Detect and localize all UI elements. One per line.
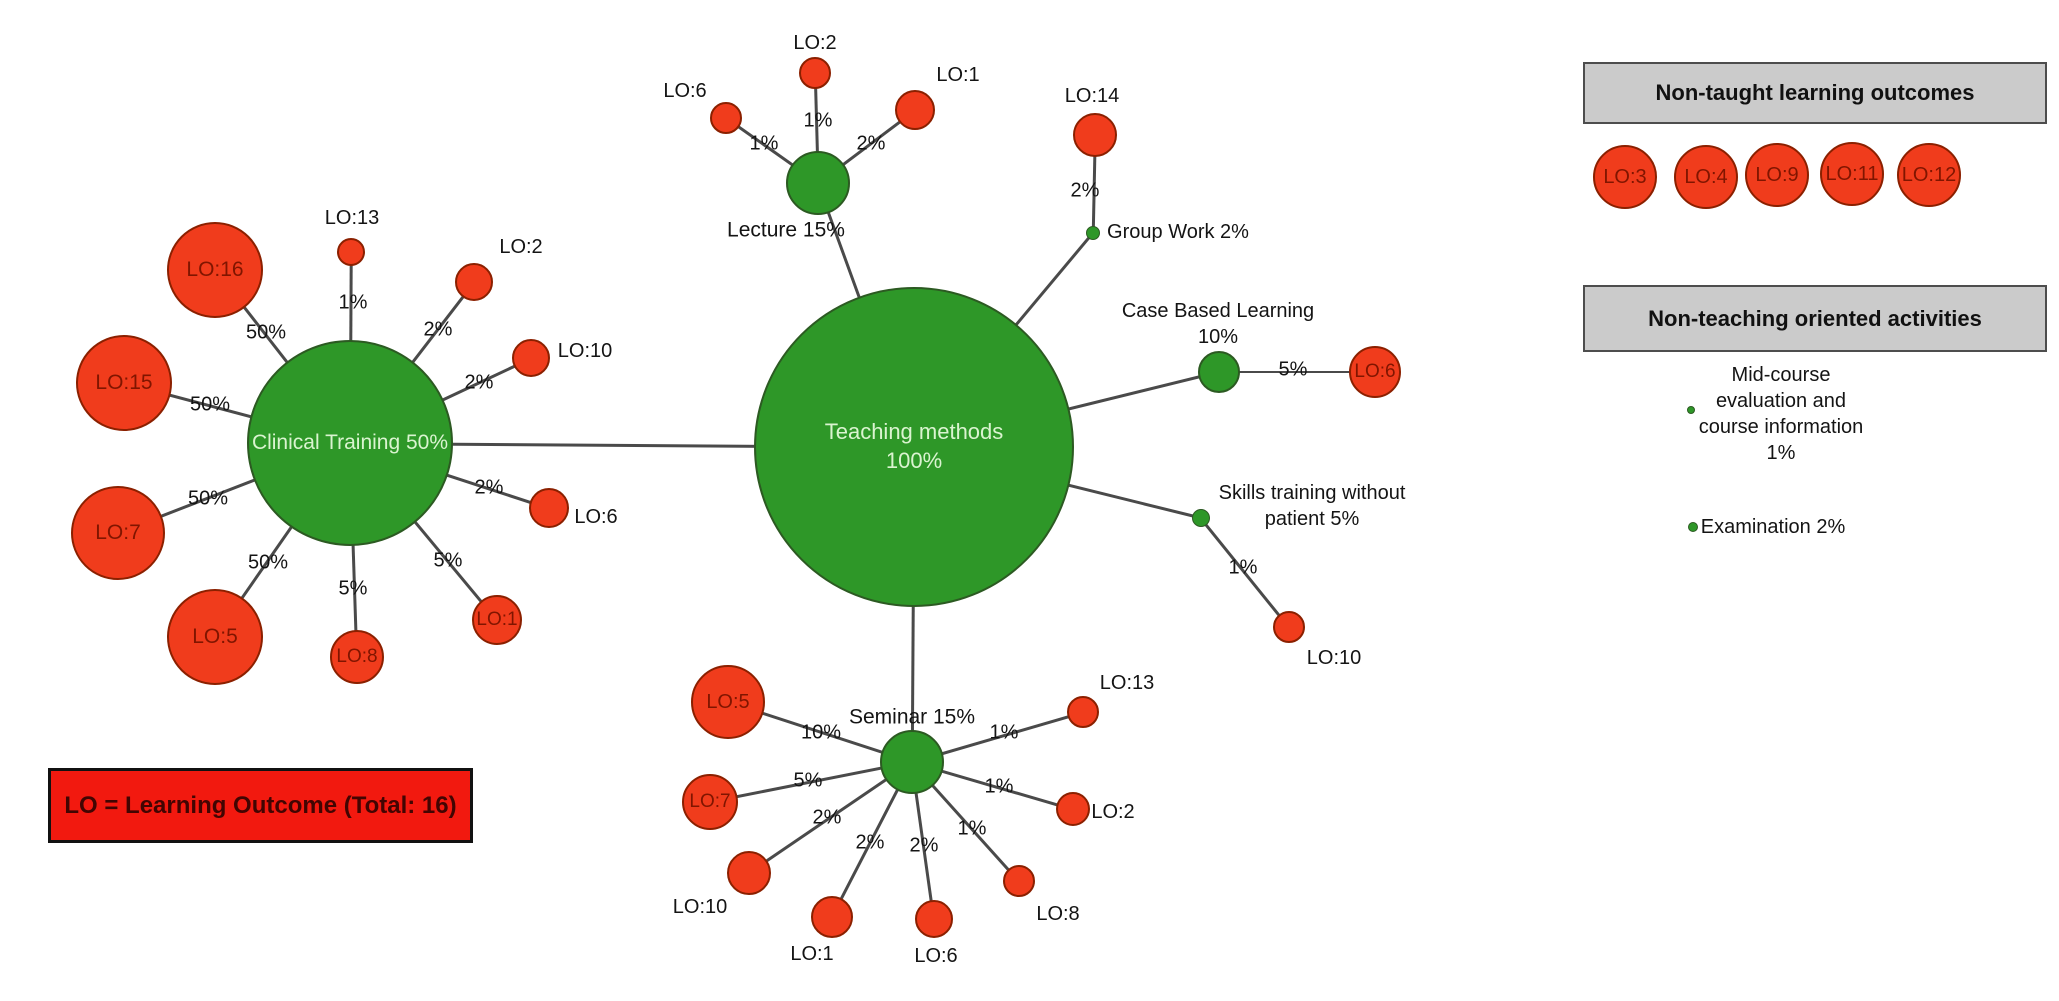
node-lec-lo6 bbox=[710, 102, 742, 134]
node-sem-lo6 bbox=[915, 900, 953, 938]
node-label-ct-lo13: LO:13 bbox=[324, 207, 380, 229]
node-ct-lo5: LO:5 bbox=[167, 589, 263, 685]
non-taught-legend-header: Non-taught learning outcomes bbox=[1583, 62, 2047, 124]
node-lec-lo1 bbox=[895, 90, 935, 130]
node-sem-lo2 bbox=[1056, 792, 1090, 826]
node-ct-lo2 bbox=[455, 263, 493, 301]
edge-label-clinical-ct-lo15: 50% bbox=[189, 393, 231, 416]
node-label-skills-training: Skills training without patient 5% bbox=[1218, 482, 1406, 530]
edge-label-seminar-sem-lo13: 1% bbox=[989, 721, 1019, 744]
edge-label-seminar-sem-lo6: 2% bbox=[909, 834, 939, 857]
node-lec-lo2 bbox=[799, 57, 831, 89]
edge-label-lecture-lec-lo1: 2% bbox=[856, 132, 886, 155]
mid-course-note: Mid-course evaluation and course informa… bbox=[1698, 364, 1864, 464]
edge-case-based-learning-cbl-lo6 bbox=[1219, 370, 1375, 374]
edge-label-clinical-ct-lo5: 50% bbox=[247, 551, 289, 574]
edge-label-seminar-sem-lo1: 2% bbox=[855, 831, 885, 854]
node-cbl-lo6: LO:6 bbox=[1349, 346, 1401, 398]
node-sem-lo1 bbox=[811, 896, 853, 938]
node-label-sem-lo10: LO:10 bbox=[672, 896, 728, 918]
node-sem-lo5: LO:5 bbox=[691, 665, 765, 739]
node-skills-training bbox=[1192, 509, 1210, 527]
edge-label-clinical-ct-lo7: 50% bbox=[187, 487, 229, 510]
lo-definition-note: LO = Learning Outcome (Total: 16) bbox=[48, 768, 473, 843]
node-label-sem-lo2: LO:2 bbox=[1091, 801, 1135, 823]
node-case-based-learning bbox=[1198, 351, 1240, 393]
edge-label-clinical-ct-lo8: 5% bbox=[338, 577, 368, 600]
edge-label-group-work-gw-lo14: 2% bbox=[1070, 179, 1100, 202]
node-nt-lo12: LO:12 bbox=[1897, 143, 1961, 207]
edge-label-seminar-sem-lo7: 5% bbox=[793, 769, 823, 792]
edge-label-case-based-learning-cbl-lo6: 5% bbox=[1278, 358, 1308, 381]
node-group-work bbox=[1086, 226, 1100, 240]
node-label-lecture: Lecture 15% bbox=[727, 218, 845, 242]
node-label-group-work: Group Work 2% bbox=[1107, 221, 1249, 243]
node-nt-lo9: LO:9 bbox=[1745, 143, 1809, 207]
node-mid-course-dot bbox=[1687, 406, 1695, 414]
node-label-ct-lo2: LO:2 bbox=[499, 236, 543, 258]
node-label-lec-lo1: LO:1 bbox=[936, 64, 980, 86]
node-examination-dot bbox=[1688, 522, 1698, 532]
edge-label-lecture-lec-lo2: 1% bbox=[803, 109, 833, 132]
node-st-lo10 bbox=[1273, 611, 1305, 643]
edge-label-clinical-ct-lo13: 1% bbox=[338, 291, 368, 314]
node-label-gw-lo14: LO:14 bbox=[1064, 85, 1120, 107]
edge-label-lecture-lec-lo6: 1% bbox=[749, 132, 779, 155]
node-sem-lo13 bbox=[1067, 696, 1099, 728]
node-ct-lo8: LO:8 bbox=[330, 630, 384, 684]
node-label-st-lo10: LO:10 bbox=[1306, 647, 1362, 669]
node-label-sem-lo13: LO:13 bbox=[1099, 672, 1155, 694]
node-label-sem-lo6: LO:6 bbox=[914, 945, 958, 967]
node-ct-lo7: LO:7 bbox=[71, 486, 165, 580]
examination-note: Examination 2% bbox=[1700, 516, 1846, 538]
edge-label-seminar-sem-lo2: 1% bbox=[984, 775, 1014, 798]
edge-label-clinical-ct-lo16: 50% bbox=[245, 321, 287, 344]
edge-label-clinical-ct-lo6: 2% bbox=[474, 476, 504, 499]
node-clinical: Clinical Training 50% bbox=[247, 340, 453, 546]
edge-label-clinical-ct-lo2: 2% bbox=[423, 318, 453, 341]
node-label-lec-lo2: LO:2 bbox=[793, 32, 837, 54]
node-sem-lo10 bbox=[727, 851, 771, 895]
edge-label-seminar-sem-lo8: 1% bbox=[957, 817, 987, 840]
node-sem-lo8 bbox=[1003, 865, 1035, 897]
node-gw-lo14 bbox=[1073, 113, 1117, 157]
node-ct-lo15: LO:15 bbox=[76, 335, 172, 431]
node-ct-lo16: LO:16 bbox=[167, 222, 263, 318]
non-teaching-legend-header: Non-teaching oriented activities bbox=[1583, 285, 2047, 352]
node-nt-lo3: LO:3 bbox=[1593, 145, 1657, 209]
node-label-sem-lo1: LO:1 bbox=[790, 943, 834, 965]
edge-label-clinical-ct-lo10: 2% bbox=[464, 371, 494, 394]
node-label-case-based-learning: Case Based Learning 10% bbox=[1121, 300, 1315, 348]
edge-label-skills-training-st-lo10: 1% bbox=[1228, 556, 1258, 579]
node-seminar bbox=[880, 730, 944, 794]
node-label-ct-lo10: LO:10 bbox=[557, 340, 613, 362]
node-ct-lo13 bbox=[337, 238, 365, 266]
node-nt-lo11: LO:11 bbox=[1820, 142, 1884, 206]
node-label-lec-lo6: LO:6 bbox=[663, 80, 707, 102]
edge-label-seminar-sem-lo10: 2% bbox=[812, 806, 842, 829]
edge-label-seminar-sem-lo5: 10% bbox=[800, 721, 842, 744]
node-teaching: Teaching methods 100% bbox=[754, 287, 1074, 607]
node-nt-lo4: LO:4 bbox=[1674, 145, 1738, 209]
node-label-seminar: Seminar 15% bbox=[848, 705, 976, 729]
node-ct-lo1: LO:1 bbox=[472, 595, 522, 645]
node-sem-lo7: LO:7 bbox=[682, 774, 738, 830]
node-label-ct-lo6: LO:6 bbox=[574, 506, 618, 528]
node-ct-lo6 bbox=[529, 488, 569, 528]
node-lecture bbox=[786, 151, 850, 215]
edge-label-clinical-ct-lo1: 5% bbox=[433, 549, 463, 572]
node-label-sem-lo8: LO:8 bbox=[1036, 903, 1080, 925]
node-ct-lo10 bbox=[512, 339, 550, 377]
